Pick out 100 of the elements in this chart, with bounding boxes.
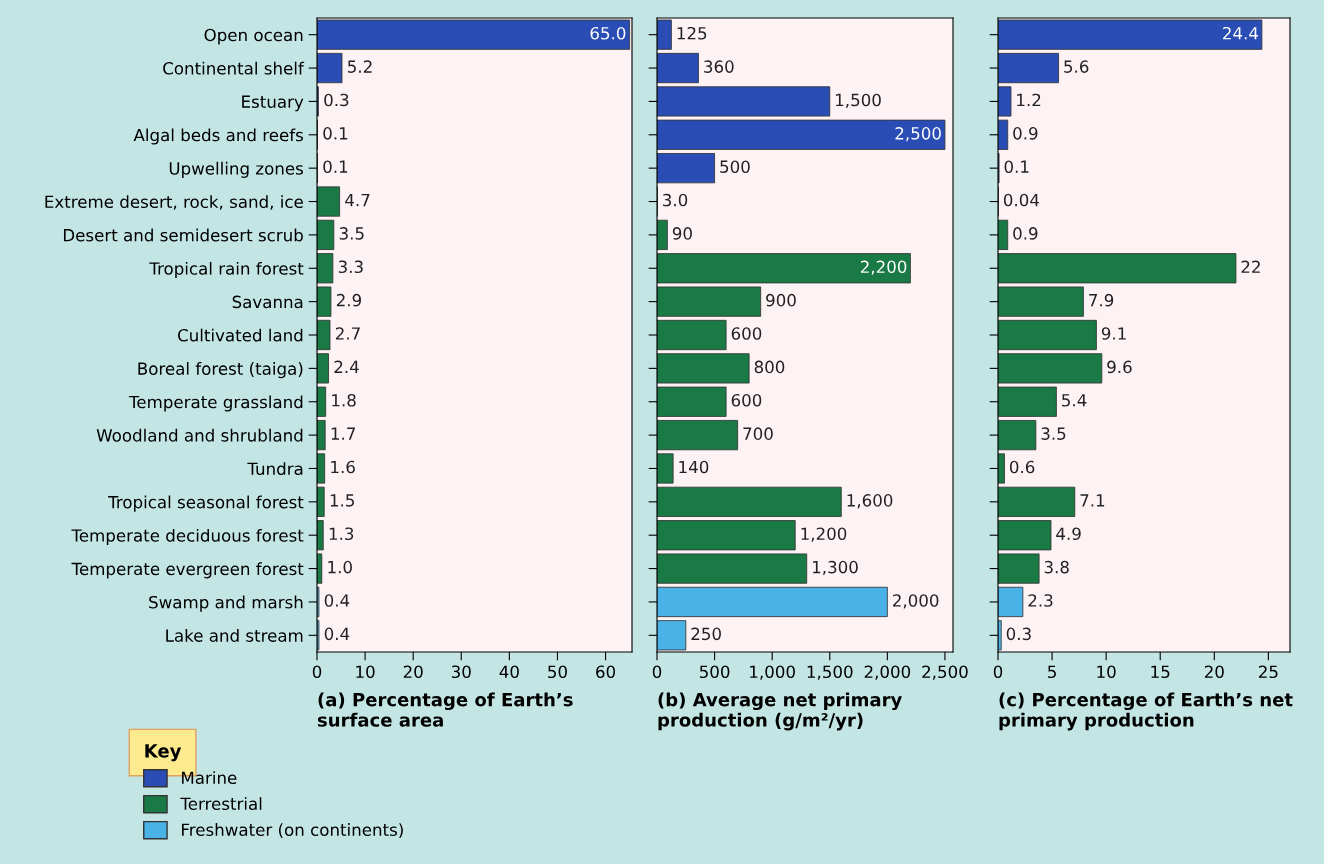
x-tick-label: 10 (1097, 665, 1116, 679)
data-label: 5.6 (1064, 60, 1089, 73)
data-label: 22 (1241, 260, 1260, 273)
data-label: 125 (677, 26, 707, 40)
x-tick-label: 60 (596, 665, 616, 679)
x-tick-label: 50 (548, 665, 567, 679)
y-tick-label: Estuary (242, 95, 304, 112)
data-label: 2,200 (860, 260, 907, 275)
data-label: 1.7 (331, 427, 355, 440)
data-label: 1.0 (328, 560, 352, 574)
data-label: 0.4 (324, 627, 350, 641)
data-label: 500 (720, 160, 750, 173)
data-label: 7.9 (1089, 293, 1114, 307)
x-tick-label: 500 (699, 665, 730, 679)
x-tick-label: 10 (356, 665, 375, 679)
data-label: 250 (691, 627, 721, 641)
y-tick-label: Extreme desert, rock, sand, ice (45, 195, 303, 210)
legend-label: Terrestrial (180, 797, 262, 811)
data-label: 600 (731, 393, 762, 407)
y-tick-label: Desert and semidesert scrub (63, 228, 303, 242)
data-label: 3.8 (1044, 560, 1069, 574)
data-label: 1.6 (331, 460, 355, 474)
data-label: 140 (679, 460, 709, 474)
y-tick-label: Savanna (232, 295, 303, 309)
data-label: 3.5 (339, 227, 364, 240)
data-label: 1.3 (329, 527, 354, 541)
data-label: 1.2 (1017, 93, 1041, 107)
data-label: 3.3 (338, 260, 363, 274)
data-label: 0.04 (1003, 193, 1039, 207)
data-label: 2.4 (334, 360, 359, 373)
x-tick-label: 1,500 (807, 665, 853, 680)
y-tick-label: Swamp and marsh (149, 595, 303, 612)
x-axis-title: (a) Percentage of Earth’s surface area (317, 692, 573, 727)
data-label: 65.0 (590, 26, 626, 40)
y-tick-label: Continental shelf (163, 61, 305, 75)
data-label: 2.3 (1028, 594, 1053, 607)
data-label: 0.1 (323, 160, 348, 173)
data-label: 9.1 (1101, 327, 1126, 340)
data-label: 1,300 (813, 560, 858, 576)
x-tick-label: 0 (652, 665, 662, 679)
data-label: 600 (731, 327, 762, 340)
legend-label: Freshwater (on continents) (182, 823, 403, 838)
data-label: 0.3 (1006, 627, 1031, 641)
x-tick-label: 20 (1204, 665, 1224, 679)
data-label: 2.7 (335, 327, 360, 340)
y-tick-label: Temperate grassland (128, 395, 303, 412)
y-tick-label: Tropical seasonal forest (108, 495, 304, 512)
y-tick-label: Lake and stream (166, 628, 303, 642)
data-label: 1,600 (847, 494, 893, 509)
data-label: 1,200 (801, 527, 847, 542)
data-label: 2,500 (895, 127, 941, 142)
data-label: 900 (766, 293, 796, 307)
y-tick-label: Temperate deciduous forest (71, 528, 304, 546)
x-axis-title: (c) Percentage of Earth’s net primary production (999, 692, 1293, 731)
data-label: 9.6 (1107, 360, 1132, 374)
data-label: 0.6 (1009, 460, 1035, 474)
x-tick-label: 15 (1151, 665, 1170, 679)
data-label: 700 (743, 427, 773, 440)
x-tick-label: 40 (499, 665, 519, 679)
data-label: 2,000 (893, 594, 939, 609)
data-label: 360 (704, 60, 734, 73)
data-label: 3.5 (1041, 427, 1066, 440)
data-label: 1.5 (330, 494, 354, 507)
x-tick-label: 2,500 (922, 665, 968, 680)
y-tick-label: Woodland and shrubland (96, 428, 303, 442)
data-label: 7.1 (1080, 494, 1105, 507)
x-tick-label: 5 (1048, 665, 1056, 679)
y-tick-label: Temperate evergreen forest (71, 562, 304, 579)
data-label: 0.1 (323, 127, 348, 140)
x-tick-label: 0 (993, 665, 1003, 679)
y-tick-label: Algal beds and reefs (133, 128, 303, 145)
y-tick-label: Tropical rain forest (149, 261, 304, 279)
x-tick-label: 1,000 (750, 665, 795, 680)
legend-title: Key (145, 744, 182, 762)
legend-label: Marine (182, 771, 237, 785)
x-tick-label: 30 (451, 665, 471, 679)
data-label: 5.2 (348, 60, 372, 73)
data-label: 800 (754, 360, 785, 374)
y-tick-label: Open ocean (204, 28, 303, 45)
data-label: 0.3 (324, 93, 349, 107)
x-tick-label: 25 (1258, 665, 1278, 679)
y-tick-label: Upwelling zones (169, 161, 303, 178)
data-label: 0.1 (1004, 160, 1029, 173)
data-label: 4.7 (345, 193, 370, 207)
data-label: 24.4 (1223, 26, 1259, 40)
y-tick-label: Tundra (247, 462, 303, 476)
x-tick-label: 20 (403, 665, 423, 679)
data-label: 4.9 (1056, 527, 1081, 541)
data-label: 3.0 (663, 193, 688, 207)
y-tick-label: Boreal forest (taiga) (138, 362, 303, 379)
data-label: 5.4 (1062, 394, 1087, 407)
data-label: 0.9 (1013, 127, 1038, 140)
data-label: 1.8 (332, 393, 356, 407)
x-tick-label: 2,000 (864, 665, 911, 680)
data-label: 90 (672, 227, 692, 240)
x-tick-label: 0 (312, 665, 322, 679)
data-label: 1,500 (836, 93, 881, 108)
data-label: 2.9 (336, 293, 362, 307)
x-axis-title: (b) Average net primary production (g/m²/yr) (658, 692, 902, 731)
y-tick-label: Cultivated land (178, 328, 303, 342)
